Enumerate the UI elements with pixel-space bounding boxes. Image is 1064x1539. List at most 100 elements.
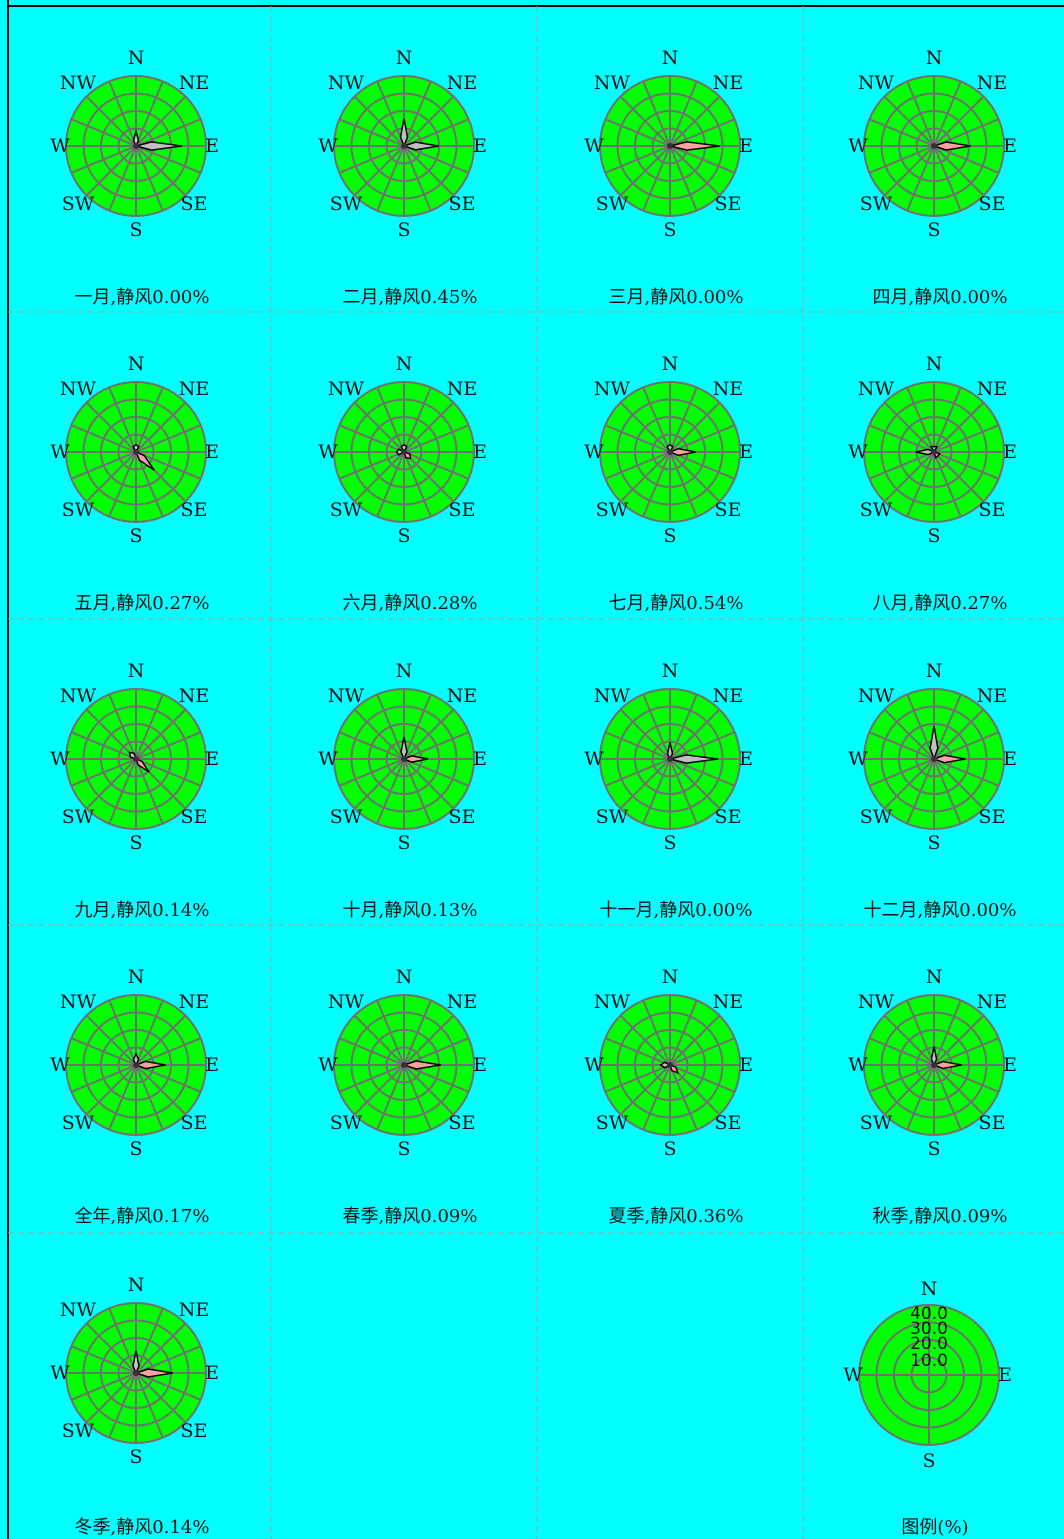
wind-rose: [863, 688, 1005, 830]
rose-spoke: [376, 999, 405, 1066]
direction-label-s: S: [397, 832, 410, 854]
rose-center: [667, 756, 673, 762]
rose-spoke: [403, 1064, 470, 1093]
direction-label-s: S: [927, 832, 940, 854]
direction-label-n: N: [662, 353, 679, 375]
rose-center: [401, 449, 407, 455]
direction-label-ne: NE: [447, 72, 478, 94]
direction-label-sw: SW: [62, 499, 95, 521]
rose-spoke: [135, 758, 164, 825]
rose-spoke: [906, 145, 935, 212]
wind-rose: [599, 688, 741, 830]
wind-rose: [863, 994, 1005, 1136]
direction-label-n: N: [396, 966, 413, 988]
rose-spoke: [403, 758, 455, 810]
direction-label-se: SE: [181, 499, 208, 521]
rose-spoke: [669, 145, 721, 197]
rose-spoke: [604, 145, 671, 174]
direction-label-w: W: [584, 135, 604, 157]
direction-label-s: S: [927, 1138, 940, 1160]
direction-label-e: E: [1003, 1054, 1017, 1076]
rose-spoke: [376, 1064, 405, 1131]
wind-rose: [863, 381, 1005, 523]
rose-center: [931, 1062, 937, 1068]
rose-spoke: [669, 451, 698, 518]
direction-label-nw: NW: [858, 991, 895, 1013]
legend-direction-w: W: [843, 1364, 863, 1386]
rose-spoke: [338, 118, 405, 147]
wind-petal: [669, 141, 720, 151]
rose-spoke: [669, 386, 698, 453]
direction-label-sw: SW: [62, 193, 95, 215]
direction-label-nw: NW: [328, 991, 365, 1013]
direction-label-e: E: [205, 1362, 219, 1384]
rose-spoke: [85, 451, 137, 503]
rose-spoke: [669, 1064, 736, 1093]
direction-label-nw: NW: [60, 378, 97, 400]
rose-spoke: [933, 386, 962, 453]
rose-spoke: [135, 118, 202, 147]
direction-label-sw: SW: [62, 806, 95, 828]
rose-spoke: [403, 145, 432, 212]
direction-label-nw: NW: [594, 685, 631, 707]
rose-spoke: [933, 731, 1000, 760]
wind-rose: [65, 688, 207, 830]
rose-spoke: [669, 451, 736, 480]
direction-label-e: E: [473, 748, 487, 770]
direction-label-sw: SW: [330, 499, 363, 521]
rose-spoke: [619, 708, 671, 760]
rose-spoke: [906, 999, 935, 1066]
rose-spoke: [403, 731, 470, 760]
wind-rose: [65, 381, 207, 523]
rose-spoke: [906, 80, 935, 147]
wind-rose: [333, 688, 475, 830]
rose-spoke: [376, 451, 405, 518]
rose-caption: 冬季,静风0.14%: [75, 1517, 210, 1538]
legend-rose: [858, 1304, 1000, 1446]
rose-spoke: [604, 758, 671, 787]
rose-spoke: [642, 999, 671, 1066]
direction-label-n: N: [926, 966, 943, 988]
rose-spoke: [883, 708, 935, 760]
rose-spoke: [933, 758, 1000, 787]
rose-spoke: [338, 731, 405, 760]
direction-label-ne: NE: [977, 378, 1008, 400]
rose-spoke: [604, 118, 671, 147]
wind-petal: [395, 448, 406, 456]
rose-spoke: [868, 451, 935, 480]
rose-spoke: [353, 1064, 405, 1116]
rose-spoke: [135, 401, 187, 453]
rose-spoke: [376, 145, 405, 212]
wind-petal: [400, 736, 408, 761]
wind-petal: [931, 754, 966, 764]
wind-petal: [931, 1060, 962, 1070]
wind-petal: [669, 754, 718, 764]
rose-spoke: [669, 708, 721, 760]
rose-spoke: [669, 451, 721, 503]
direction-label-ne: NE: [713, 685, 744, 707]
wind-petal: [401, 1060, 441, 1070]
rose-spoke: [403, 145, 470, 174]
wind-rose: [599, 75, 741, 217]
rose-spoke: [135, 145, 202, 174]
rose-spoke: [669, 80, 698, 147]
rose-center: [931, 756, 937, 762]
rose-spoke: [642, 693, 671, 760]
rose-center: [931, 143, 937, 149]
rose-spoke: [906, 451, 935, 518]
rose-spoke: [338, 145, 405, 174]
direction-label-w: W: [848, 135, 868, 157]
rose-spoke: [403, 1014, 455, 1066]
direction-label-n: N: [396, 47, 413, 69]
rose-spoke: [906, 386, 935, 453]
rose-spoke: [933, 95, 985, 147]
rose-center: [667, 143, 673, 149]
wind-petal: [931, 141, 971, 151]
rose-spoke: [403, 401, 455, 453]
rose-spoke: [883, 95, 935, 147]
rose-center: [401, 1062, 407, 1068]
rose-spoke: [883, 758, 935, 810]
direction-label-w: W: [50, 1054, 70, 1076]
wind-rose: [333, 75, 475, 217]
